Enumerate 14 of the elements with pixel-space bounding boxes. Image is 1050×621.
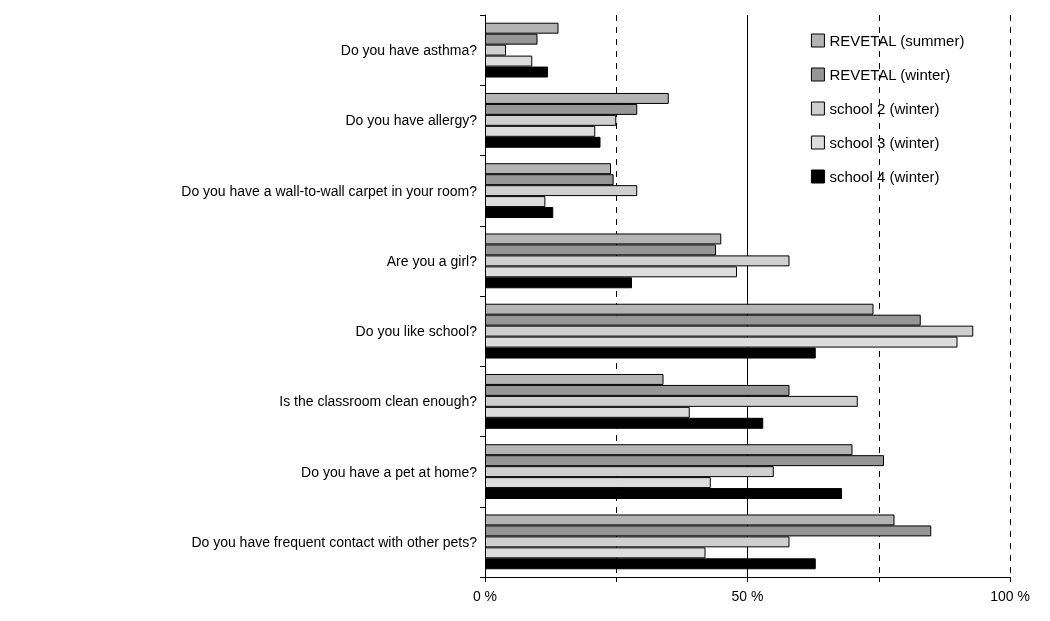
y-tick-label: Do you have a wall-to-wall carpet in your room? [181,182,478,199]
y-tick-label: Do you like school? [355,323,478,340]
y-tick-label: Are you a girl? [386,252,478,269]
y-tick-label: Do you have asthma? [340,42,478,59]
y-tick-label: Do you have allergy? [345,112,478,129]
legend-label: school 4 (winter) [829,168,940,185]
y-tick-label: Is the classroom clean enough? [279,393,478,410]
y-tick-label: Do you have a pet at home? [301,463,478,480]
y-tick-label: Do you have frequent contact with other pets? [191,533,478,550]
legend-label: REVETAL (winter) [829,66,951,83]
x-tick-label: 50 % [731,588,764,604]
x-tick-label: 0 % [472,588,498,604]
x-tick-label: 100 % [990,588,1030,604]
legend-label: REVETAL (summer) [829,32,965,49]
